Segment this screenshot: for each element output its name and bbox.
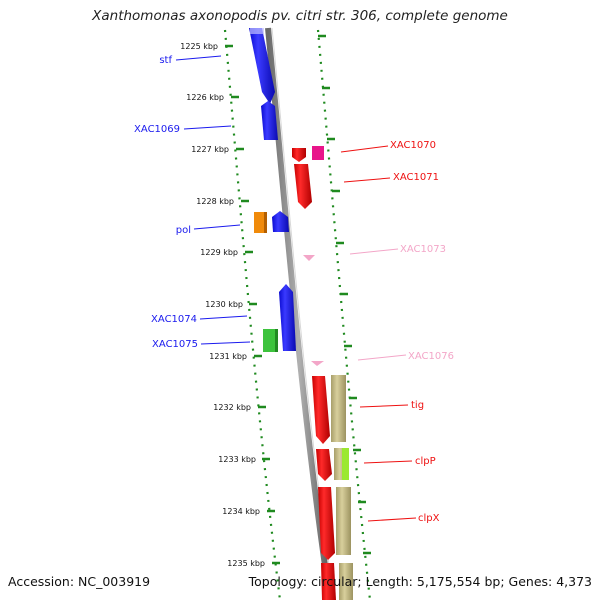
feature-khaki-1[interactable] [331,375,346,442]
gene-pol-orange-shade [264,212,267,233]
gene-stf[interactable] [249,28,275,104]
gene-pol-orange[interactable] [254,212,267,233]
label-clpX[interactable]: clpX [418,513,440,524]
label-XAC1069[interactable]: XAC1069 [134,124,180,135]
ruler-label-1233: 1233 kbp [218,455,256,464]
label-XAC1075[interactable]: XAC1075 [152,339,198,350]
label-pol[interactable]: pol [176,225,191,236]
gene-XAC1071[interactable] [294,164,312,209]
ruler-label-1226: 1226 kbp [186,93,224,102]
genome-title: Xanthomonas axonopodis pv. citri str. 30… [92,8,508,24]
feature-khaki-3[interactable] [336,487,351,555]
gene-XAC1074[interactable] [279,284,296,351]
gene-XAC1073[interactable] [303,255,315,261]
label-clpP[interactable]: clpP [415,456,436,467]
ruler-label-1230: 1230 kbp [205,300,243,309]
feature-khaki-4[interactable] [339,563,353,600]
outer-features [331,375,353,600]
gene-clpX[interactable] [318,487,335,560]
inner-tick-track [223,29,282,600]
accession-text: Accession: NC_003919 [8,574,151,589]
ruler-label-1232: 1232 kbp [213,403,251,412]
right-leader-lines [340,145,417,522]
gene-pol[interactable] [272,211,289,232]
gene-XAC1076[interactable] [311,361,324,366]
ruler-label-1228: 1228 kbp [196,197,234,206]
major-ticks-left [225,44,280,565]
label-XAC1076[interactable]: XAC1076 [408,351,454,362]
ruler-label-1235: 1235 kbp [227,559,265,568]
gene-XAC1075[interactable] [263,329,278,352]
ruler-label-1234: 1234 kbp [222,507,260,516]
gene-XAC1070-magenta[interactable] [312,146,324,160]
genome-backbone [265,27,333,600]
outer-tick-track [316,29,372,600]
gene-tig[interactable] [312,376,330,444]
gene-XAC1069[interactable] [261,101,278,140]
forward-genes [249,28,296,351]
label-XAC1074[interactable]: XAC1074 [151,314,197,325]
ruler-label-1225: 1225 kbp [180,42,218,51]
gene-XAC1070[interactable] [292,148,306,162]
gene-XAC1075-shade [275,329,278,352]
ruler-label-1227: 1227 kbp [191,145,229,154]
gene-stf-top [250,28,264,34]
label-XAC1071[interactable]: XAC1071 [393,172,439,183]
major-ticks-right [318,34,371,555]
gene-downstream-red[interactable] [321,563,336,600]
label-XAC1070[interactable]: XAC1070 [390,140,436,151]
label-tig[interactable]: tig [411,400,424,411]
label-stf[interactable]: stf [159,55,172,66]
left-leader-lines [175,55,251,345]
gene-clpP[interactable] [316,449,332,481]
topology-text: Topology: circular; Length: 5,175,554 bp… [248,574,592,589]
ruler-label-1229: 1229 kbp [200,248,238,257]
feature-lime[interactable] [342,448,349,480]
reverse-genes [292,146,336,600]
label-XAC1073[interactable]: XAC1073 [400,244,446,255]
ruler-label-1231: 1231 kbp [209,352,247,361]
